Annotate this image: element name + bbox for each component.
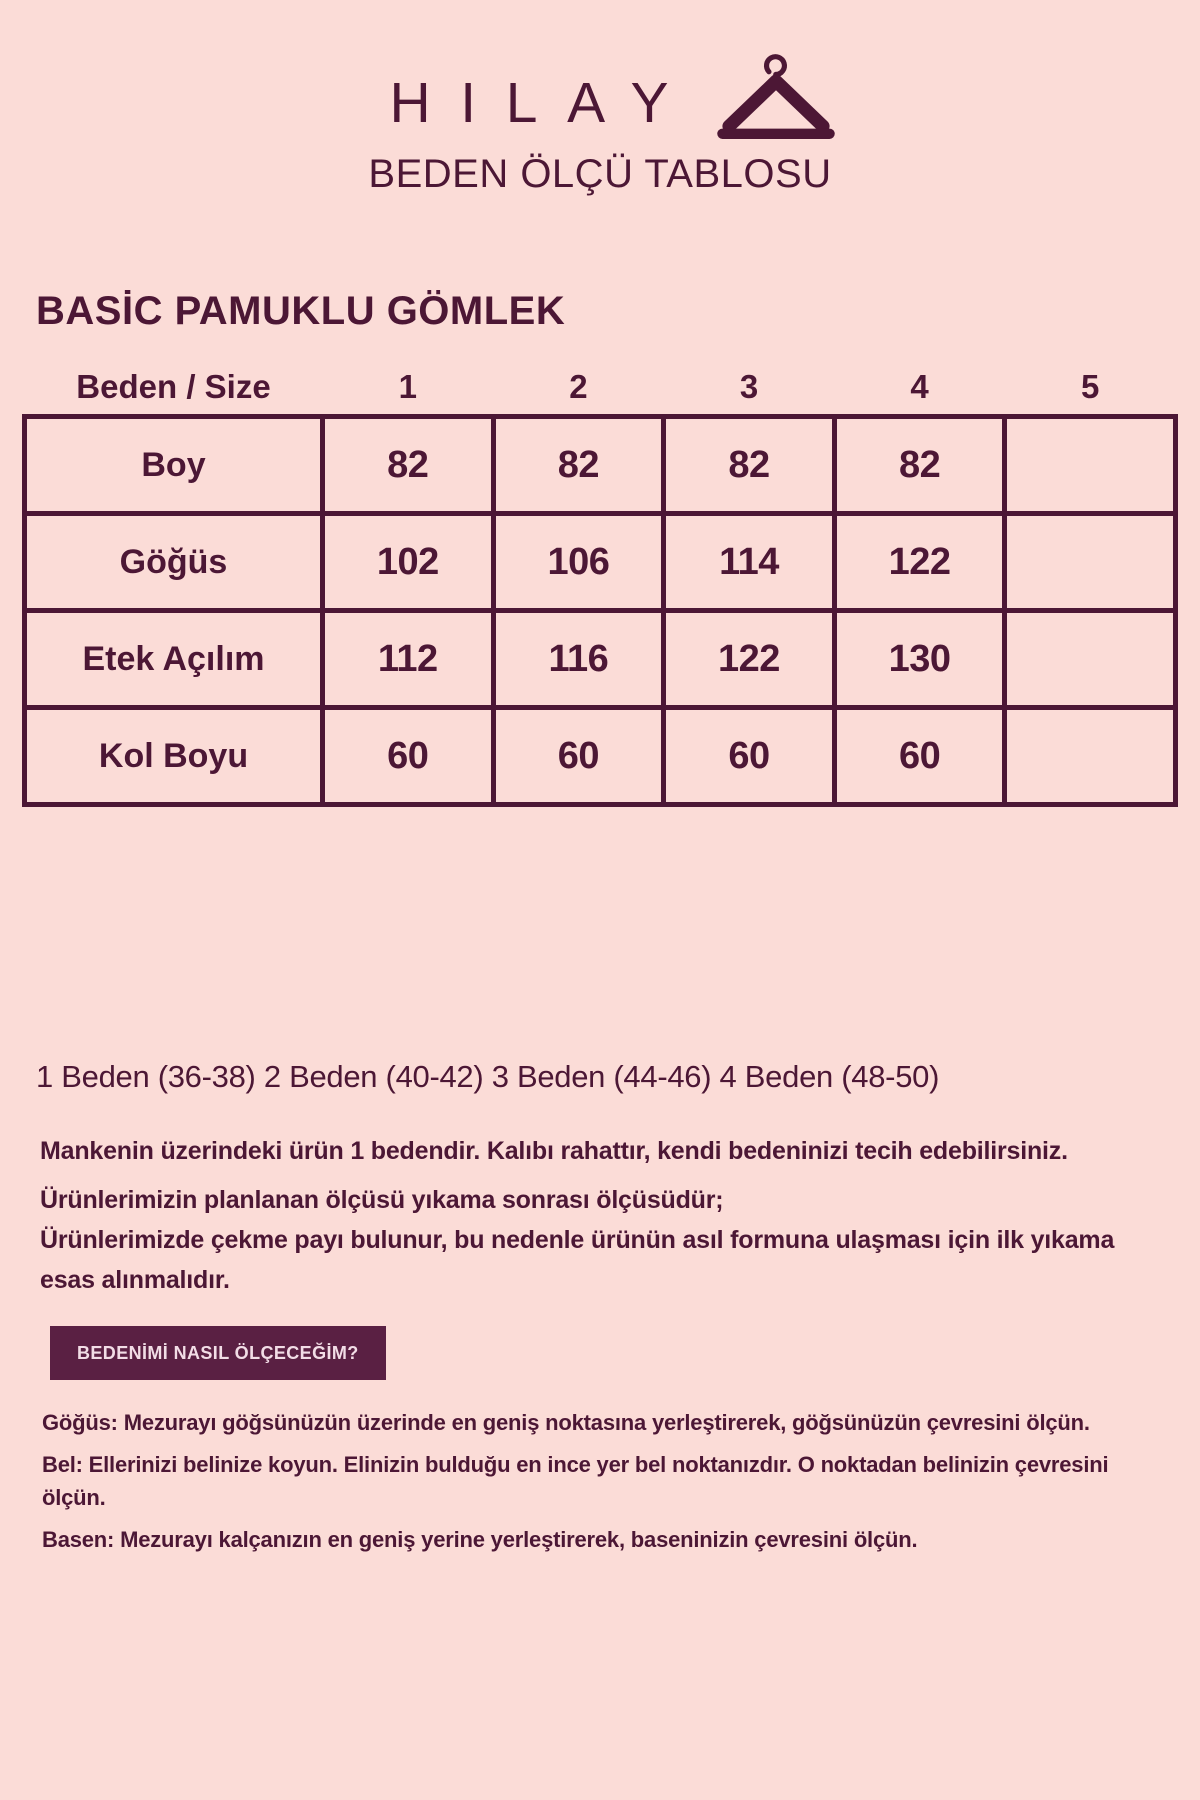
content: BASİC PAMUKLU GÖMLEK Beden / Size 1 2 3 …: [0, 288, 1200, 1556]
note-measure-after-wash: Ürünlerimizin planlanan ölçüsü yıkama so…: [40, 1186, 724, 1214]
cell-boy-1: 82: [325, 419, 491, 511]
how-to-measure-button[interactable]: BEDENİMİ NASIL ÖLÇECEĞİM?: [50, 1326, 386, 1380]
size-col-1: 1: [398, 368, 417, 405]
size-legend: 1 Beden (36-38) 2 Beden (40-42) 3 Beden …: [36, 1059, 940, 1094]
cell-kol-4: 60: [836, 710, 1003, 802]
product-title: BASİC PAMUKLU GÖMLEK: [36, 289, 566, 333]
row-label-boy: Boy: [27, 419, 320, 511]
row-label-etek-acilim: Etek Açılım: [27, 613, 320, 705]
cell-kol-3: 60: [666, 710, 832, 802]
hanger-icon: [717, 54, 835, 139]
row-label-gogus: Göğüs: [27, 516, 320, 608]
brand-logo-text: HILAY: [389, 71, 699, 135]
size-col-3: 3: [739, 368, 759, 405]
cell-etek-4: 130: [836, 613, 1003, 705]
cell-gogus-2: 106: [495, 516, 662, 608]
brand-header: HILAY BEDEN ÖLÇÜ TABLOSU: [0, 52, 1200, 196]
brand-logo-row: HILAY: [0, 52, 1200, 139]
cell-etek-2: 116: [495, 613, 662, 705]
cell-kol-1: 60: [325, 710, 491, 802]
instruction-bel: Bel: Ellerinizi belinize koyun. Elinizin…: [42, 1452, 1109, 1510]
cell-etek-5: [1007, 613, 1173, 705]
cell-boy-5: [1007, 419, 1173, 511]
page-title: BEDEN ÖLÇÜ TABLOSU: [368, 152, 832, 196]
instruction-basen: Basen: Mezurayı kalçanızın en geniş yeri…: [42, 1527, 918, 1552]
note-mannequin: Mankenin üzerindeki ürün 1 bedendir. Kal…: [40, 1137, 1068, 1165]
notes: Mankenin üzerindeki ürün 1 bedendir. Kal…: [40, 1131, 1165, 1300]
cell-etek-1: 112: [325, 613, 491, 705]
cell-gogus-1: 102: [325, 516, 491, 608]
size-table-header: Beden / Size 1 2 3 4 5: [22, 362, 1178, 414]
cell-boy-3: 82: [666, 419, 832, 511]
size-col-4: 4: [910, 368, 929, 405]
cell-boy-2: 82: [495, 419, 662, 511]
measuring-instructions: Göğüs: Mezurayı göğsünüzün üzerinde en g…: [42, 1406, 1167, 1556]
size-col-2: 2: [569, 368, 588, 405]
cell-boy-4: 82: [836, 419, 1003, 511]
size-table-header-label: Beden / Size: [76, 368, 271, 405]
size-table: Boy 82 82 82 82 Göğüs 102 106 114 122 Et…: [22, 414, 1178, 807]
cell-kol-5: [1007, 710, 1173, 802]
cell-etek-3: 122: [666, 613, 832, 705]
size-col-5: 5: [1081, 368, 1100, 405]
cell-gogus-5: [1007, 516, 1173, 608]
cell-gogus-3: 114: [666, 516, 832, 608]
cell-gogus-4: 122: [836, 516, 1003, 608]
instruction-gogus: Göğüs: Mezurayı göğsünüzün üzerinde en g…: [42, 1410, 1090, 1435]
row-label-kol-boyu: Kol Boyu: [27, 710, 320, 802]
cell-kol-2: 60: [495, 710, 662, 802]
note-shrinkage: Ürünlerimizde çekme payı bulunur, bu ned…: [40, 1226, 1115, 1294]
